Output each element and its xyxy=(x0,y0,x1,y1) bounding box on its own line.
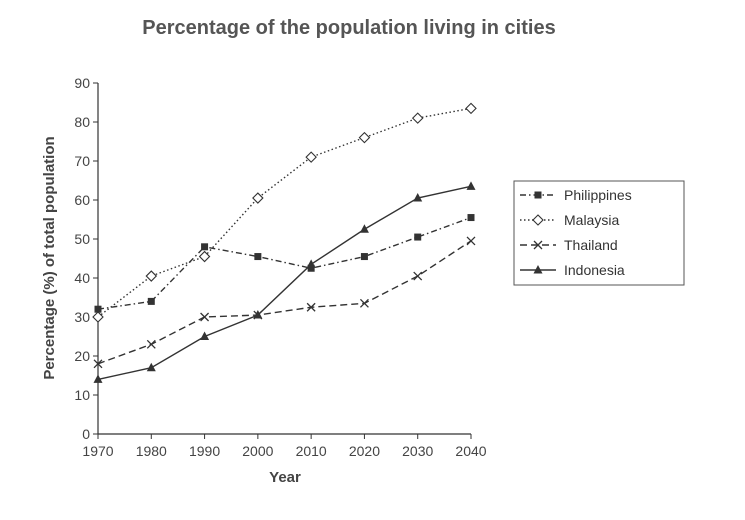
data-point-malaysia xyxy=(358,131,371,144)
data-point-philippines xyxy=(360,253,368,261)
y-tick-label: 20 xyxy=(74,348,90,364)
y-tick-label: 90 xyxy=(74,75,90,91)
series-philippines xyxy=(94,214,475,313)
data-point-indonesia xyxy=(413,193,423,202)
data-point-philippines xyxy=(467,214,475,222)
series-line-philippines xyxy=(97,216,472,310)
data-point-malaysia xyxy=(252,192,264,204)
data-point-philippines xyxy=(94,305,102,313)
series-malaysia xyxy=(92,102,477,323)
data-point-indonesia xyxy=(306,259,316,268)
data-point-indonesia xyxy=(359,224,369,233)
data-point-philippines xyxy=(147,297,155,305)
y-axis-title: Percentage (%) of total population xyxy=(41,136,58,379)
y-tick-label: 30 xyxy=(74,309,90,325)
y-tick-label: 70 xyxy=(74,153,90,169)
data-point-malaysia xyxy=(198,250,211,263)
x-tick-label: 1990 xyxy=(189,443,220,459)
data-point-indonesia xyxy=(146,362,156,372)
legend-label-thailand: Thailand xyxy=(564,237,618,253)
data-point-thailand xyxy=(466,236,476,246)
x-tick-label: 2010 xyxy=(296,443,327,459)
data-point-indonesia xyxy=(253,310,263,319)
x-tick-label: 2030 xyxy=(402,443,433,459)
legend-marker-philippines xyxy=(534,191,542,199)
legend-label-indonesia: Indonesia xyxy=(564,262,625,278)
data-point-malaysia xyxy=(411,112,424,124)
x-tick-label: 1980 xyxy=(136,443,167,459)
data-point-thailand xyxy=(146,339,156,349)
data-point-malaysia xyxy=(92,311,104,323)
y-tick-label: 40 xyxy=(74,270,90,286)
legend-item-thailand: Thailand xyxy=(520,237,618,253)
chart-title: Percentage of the population living in c… xyxy=(142,17,555,39)
legend: Philippines Malaysia Thailand Indonesia xyxy=(513,180,685,286)
x-tick-label: 1970 xyxy=(82,443,113,459)
legend-marker-thailand xyxy=(533,240,543,250)
data-point-indonesia xyxy=(466,181,476,190)
y-tick-label: 80 xyxy=(74,114,90,130)
legend-label-philippines: Philippines xyxy=(564,187,632,203)
data-point-indonesia xyxy=(93,374,103,383)
x-tick-label: 2000 xyxy=(242,443,273,459)
data-point-thailand xyxy=(359,298,369,308)
data-point-thailand xyxy=(93,359,103,369)
data-point-malaysia xyxy=(465,102,477,115)
series-line-thailand xyxy=(97,240,472,365)
y-tick-label: 10 xyxy=(74,387,90,403)
data-point-thailand xyxy=(200,312,210,322)
data-point-malaysia xyxy=(305,151,317,163)
x-tick-label: 2040 xyxy=(455,443,486,459)
data-point-malaysia xyxy=(145,270,158,282)
legend-item-malaysia: Malaysia xyxy=(520,212,619,228)
data-point-thailand xyxy=(306,302,316,312)
y-tick-label: 0 xyxy=(82,426,90,442)
legend-marker-indonesia xyxy=(533,265,543,274)
data-point-philippines xyxy=(414,233,422,241)
data-point-philippines xyxy=(254,253,262,261)
series-line-malaysia xyxy=(97,107,472,318)
legend-label-malaysia: Malaysia xyxy=(564,212,619,228)
data-point-thailand xyxy=(413,271,423,281)
series-indonesia xyxy=(93,181,476,383)
legend-item-indonesia: Indonesia xyxy=(520,262,625,278)
data-point-philippines xyxy=(201,243,209,251)
y-tick-label: 50 xyxy=(74,231,90,247)
legend-marker-malaysia xyxy=(532,214,544,226)
data-point-philippines xyxy=(307,264,315,272)
series-layer xyxy=(92,102,477,383)
y-tick-label: 60 xyxy=(74,192,90,208)
legend-item-philippines: Philippines xyxy=(520,187,632,203)
x-axis-title: Year xyxy=(269,469,301,486)
x-tick-label: 2020 xyxy=(349,443,380,459)
data-point-indonesia xyxy=(200,331,210,340)
legend-box xyxy=(513,180,685,286)
series-line-indonesia xyxy=(97,185,472,381)
